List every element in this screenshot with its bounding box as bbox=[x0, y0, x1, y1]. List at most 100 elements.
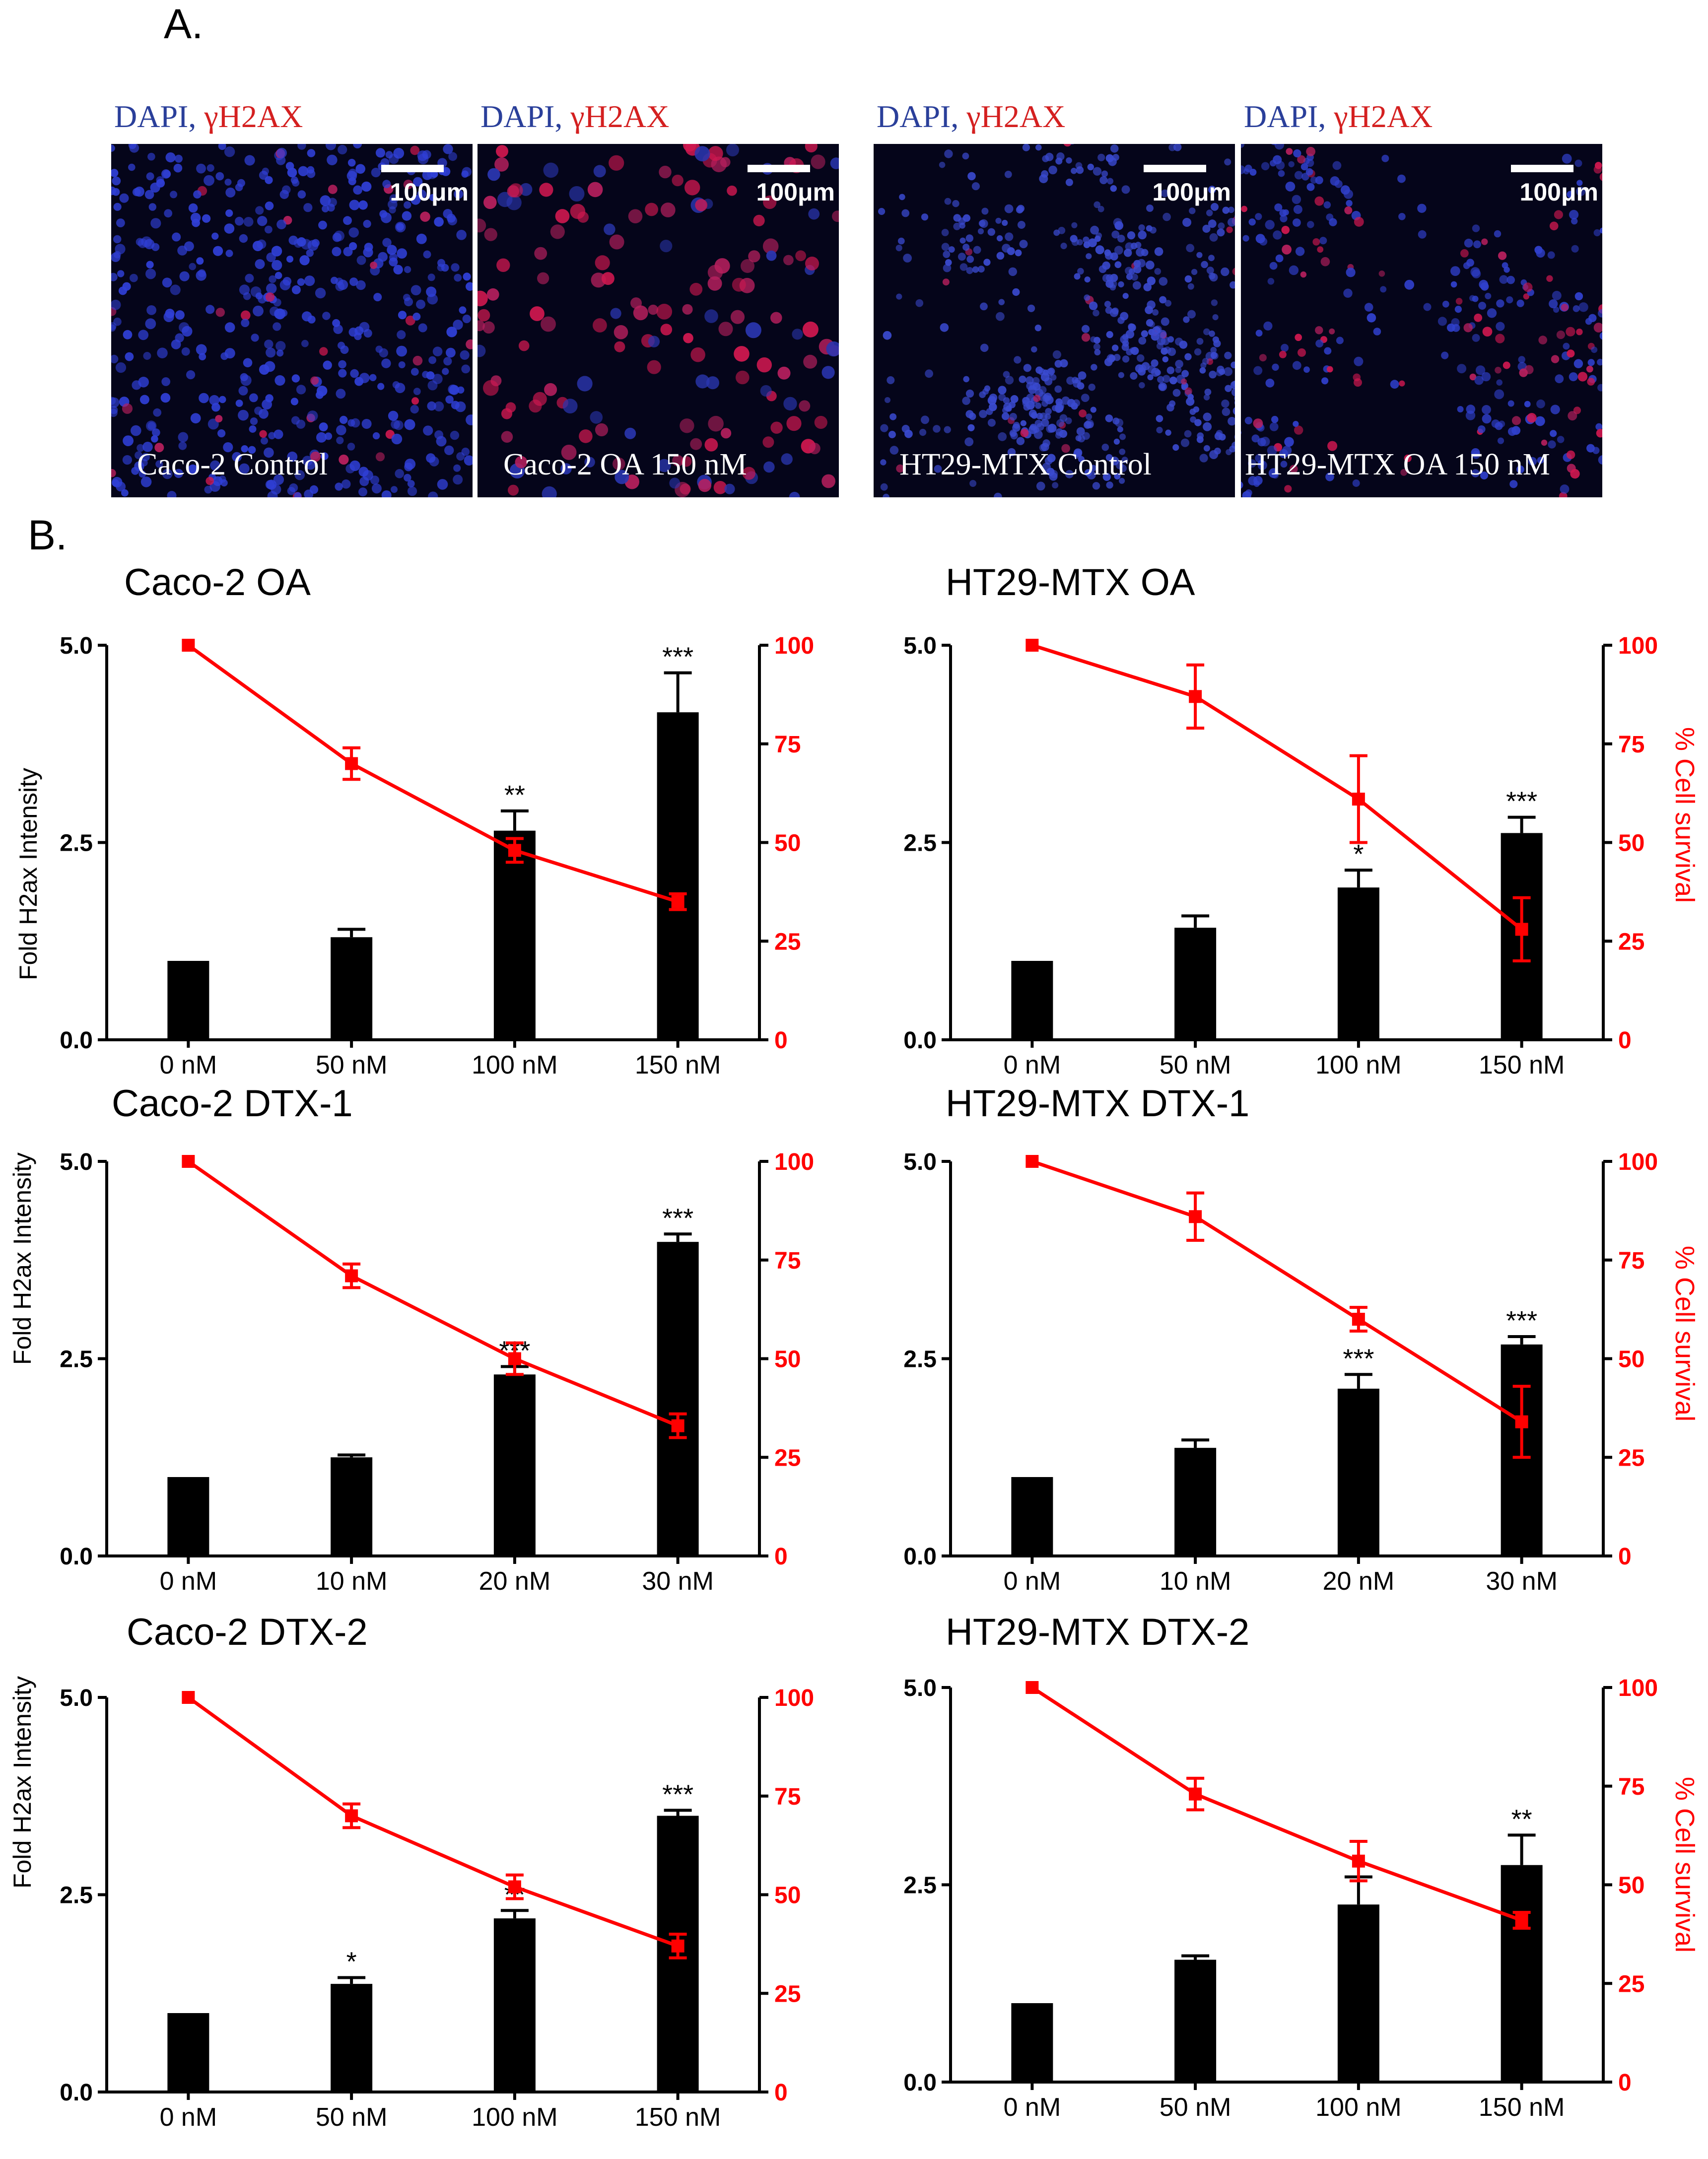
nucleus bbox=[1593, 323, 1602, 333]
nucleus bbox=[1187, 283, 1194, 290]
nucleus bbox=[1199, 367, 1206, 374]
nucleus bbox=[483, 196, 497, 209]
nucleus bbox=[1005, 232, 1014, 241]
nucleus bbox=[792, 329, 803, 340]
nucleus bbox=[1139, 382, 1145, 389]
nucleus bbox=[1568, 411, 1577, 421]
nucleus bbox=[1162, 375, 1170, 383]
x-tick-label: 0 nM bbox=[160, 2103, 217, 2132]
nucleus bbox=[255, 259, 265, 270]
nucleus bbox=[809, 443, 820, 455]
nucleus bbox=[275, 341, 286, 351]
nucleus bbox=[1036, 423, 1044, 431]
nucleus bbox=[1161, 317, 1169, 326]
nucleus bbox=[962, 397, 970, 405]
nucleus bbox=[506, 195, 522, 210]
nucleus bbox=[1562, 153, 1572, 164]
chart-title: Caco-2 OA bbox=[124, 561, 311, 604]
nucleus bbox=[593, 165, 606, 178]
nucleus bbox=[318, 220, 327, 230]
x-tick-label: 20 nM bbox=[1323, 1567, 1395, 1596]
bar bbox=[331, 1984, 373, 2092]
nucleus bbox=[1496, 322, 1505, 331]
nucleus bbox=[151, 435, 158, 443]
nucleus bbox=[971, 182, 980, 191]
nucleus bbox=[1075, 162, 1083, 169]
nucleus bbox=[957, 253, 966, 261]
survival-point bbox=[1352, 1854, 1365, 1868]
nucleus bbox=[379, 348, 388, 358]
nucleus bbox=[1253, 366, 1263, 375]
nucleus bbox=[1104, 301, 1111, 308]
nucleus bbox=[404, 419, 415, 430]
nucleus bbox=[1523, 282, 1533, 292]
nucleus bbox=[645, 202, 658, 216]
nucleus bbox=[730, 310, 745, 324]
nucleus bbox=[192, 218, 200, 227]
nucleus bbox=[119, 193, 129, 203]
nucleus bbox=[584, 457, 595, 468]
nucleus bbox=[1071, 168, 1077, 174]
nucleus bbox=[1106, 274, 1113, 282]
nucleus bbox=[660, 202, 676, 217]
nucleus bbox=[1474, 313, 1483, 322]
bar bbox=[331, 937, 373, 1040]
nucleus bbox=[1065, 178, 1073, 186]
nucleus bbox=[1194, 348, 1202, 356]
nucleus bbox=[1366, 313, 1376, 323]
nucleus bbox=[1454, 306, 1462, 313]
nucleus bbox=[1110, 144, 1119, 153]
survival-point bbox=[1025, 1155, 1039, 1168]
nucleus bbox=[1482, 327, 1493, 337]
nucleus bbox=[276, 349, 284, 357]
nucleus bbox=[453, 474, 463, 485]
nucleus bbox=[167, 491, 177, 497]
nucleus bbox=[1593, 229, 1601, 237]
nucleus bbox=[1147, 300, 1156, 309]
chart-caco2-dtx1: 0.0 2.5 5.0 0 25 50 75 100 0 nM 10 nM 20 nM 30 nM **… bbox=[60, 1149, 814, 1596]
nucleus bbox=[1121, 185, 1130, 194]
nucleus bbox=[1404, 454, 1412, 463]
nucleus bbox=[1300, 163, 1308, 171]
nucleus bbox=[1518, 356, 1525, 363]
nucleus bbox=[1224, 367, 1232, 376]
nucleus bbox=[1031, 346, 1037, 353]
nucleus bbox=[1187, 310, 1196, 319]
nucleus bbox=[1138, 230, 1147, 240]
survival-point bbox=[182, 1691, 195, 1704]
nucleus bbox=[450, 430, 460, 440]
nucleus bbox=[427, 401, 436, 411]
nucleus bbox=[953, 222, 961, 230]
nucleus bbox=[123, 435, 134, 446]
nucleus bbox=[1217, 228, 1225, 237]
nucleus bbox=[478, 290, 488, 307]
nucleus bbox=[276, 155, 286, 165]
nucleus bbox=[1234, 396, 1235, 401]
nucleus bbox=[832, 210, 839, 222]
right-y-tick-label: 75 bbox=[1618, 1774, 1644, 1800]
nucleus bbox=[1245, 489, 1252, 496]
nucleus bbox=[1193, 406, 1200, 413]
nucleus bbox=[1027, 304, 1035, 312]
nucleus bbox=[389, 194, 399, 203]
bar bbox=[657, 1242, 699, 1556]
nucleus bbox=[358, 487, 367, 497]
nucleus bbox=[138, 470, 146, 478]
nucleus bbox=[1263, 321, 1273, 331]
nucleus bbox=[887, 376, 895, 384]
nucleus bbox=[327, 154, 338, 165]
nucleus bbox=[896, 293, 902, 300]
nucleus bbox=[1260, 437, 1270, 447]
nucleus bbox=[1079, 409, 1087, 417]
nucleus bbox=[1204, 389, 1212, 396]
nucleus bbox=[391, 486, 398, 493]
cell-nuclei bbox=[878, 144, 1235, 497]
survival-point bbox=[1025, 639, 1039, 652]
nucleus bbox=[259, 430, 267, 438]
bar bbox=[493, 1374, 536, 1556]
nucleus bbox=[445, 395, 454, 404]
nucleus bbox=[1400, 469, 1408, 476]
nucleus bbox=[188, 464, 198, 475]
nucleus bbox=[1122, 355, 1130, 363]
nucleus bbox=[336, 425, 346, 435]
